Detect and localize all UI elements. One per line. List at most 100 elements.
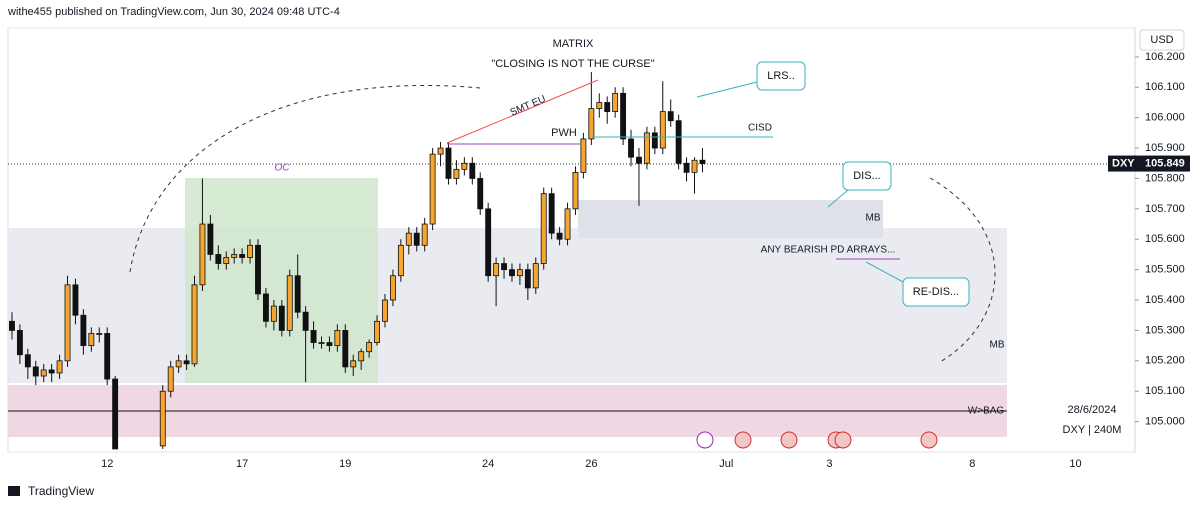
candle-body [382, 299, 388, 322]
candle-body [453, 168, 460, 179]
candle-body [183, 360, 190, 365]
x-tick-label: 10 [1069, 458, 1081, 470]
candle-body [64, 284, 71, 362]
currency-box[interactable] [1139, 29, 1185, 51]
candle-body [651, 132, 658, 149]
event-icon [780, 431, 798, 449]
candle-body [540, 193, 547, 264]
x-tick-label: 19 [339, 458, 351, 470]
footer-symbol: DXY | 240M [1063, 424, 1122, 436]
callout [902, 277, 970, 307]
candle-body [88, 333, 95, 347]
y-tick-label: 105.000 [1145, 416, 1185, 428]
drawings [129, 61, 996, 363]
callout [842, 161, 892, 191]
candle-body [310, 330, 317, 343]
candle-body [612, 92, 619, 112]
candle-body [56, 360, 63, 374]
candle-body [318, 342, 325, 344]
y-tick-label: 105.600 [1145, 233, 1185, 245]
candle-body [255, 244, 261, 295]
y-tick-label: 105.800 [1145, 172, 1185, 184]
candle-body [477, 178, 484, 210]
candle-body [659, 111, 666, 149]
candle-body [532, 263, 539, 289]
candle-body [302, 311, 309, 331]
annotation: W>BAG [968, 406, 1005, 417]
event-icon [734, 431, 752, 449]
candle-body [40, 369, 47, 377]
candle-body [413, 232, 420, 246]
x-tick-label: 3 [826, 458, 832, 470]
candle-body [667, 111, 674, 122]
candle-body [501, 263, 507, 271]
event-icon [834, 431, 852, 449]
x-tick-label: 12 [101, 458, 113, 470]
candle-body [334, 330, 341, 347]
candle-body [374, 320, 380, 343]
candle-body [628, 138, 634, 158]
annotation: RE-DIS... [913, 286, 959, 298]
candle-body [683, 162, 690, 173]
candle-body [524, 269, 531, 289]
y-tick-label: 106.000 [1145, 112, 1185, 124]
candle-body [636, 156, 642, 164]
candle-body [278, 305, 285, 331]
x-tick-label: 26 [585, 458, 597, 470]
candle-body [263, 293, 269, 322]
x-tick-label: 8 [969, 458, 975, 470]
arrow-path [929, 177, 996, 363]
candle-body [445, 147, 452, 179]
candle-body [556, 232, 563, 240]
candle-body [48, 369, 55, 374]
candle-body [167, 366, 174, 392]
y-tick-label: 105.200 [1145, 355, 1185, 367]
logo-mark [8, 486, 20, 496]
candle-body [596, 102, 603, 109]
candle-body [493, 263, 500, 277]
candle-body [199, 223, 206, 286]
chart-subtitle: "CLOSING IS NOT THE CURSE" [491, 58, 654, 70]
zone-mb [8, 228, 1007, 383]
zone-oc [185, 178, 378, 383]
candle-body [437, 147, 444, 155]
candle-body [469, 162, 476, 179]
event-icon [696, 431, 714, 449]
candle-body [461, 162, 468, 170]
candle-body [270, 305, 277, 322]
candle-body [485, 208, 492, 277]
callout-pointer [827, 189, 849, 208]
candle-body [699, 159, 706, 164]
candle-body [358, 351, 365, 362]
candle-body [231, 254, 238, 258]
candle-body [509, 269, 515, 277]
y-tick-label: 105.100 [1145, 385, 1185, 397]
candle-body [247, 244, 254, 258]
y-tick-label: 105.500 [1145, 264, 1185, 276]
y-tick-label: 105.900 [1145, 142, 1185, 154]
candles [9, 72, 706, 450]
candle-body [32, 366, 39, 377]
annotation: LRS.. [767, 70, 795, 82]
candle-body [326, 342, 333, 347]
candle-body [397, 244, 404, 277]
annotation: DIS... [853, 170, 881, 182]
candle-body [604, 102, 611, 112]
x-tick-label: 24 [482, 458, 494, 470]
candle-body [104, 333, 111, 380]
candle-body [96, 333, 103, 335]
zones [8, 163, 1135, 437]
candle-body [207, 223, 214, 255]
header: withe455 published on TradingView.com, J… [7, 6, 340, 18]
candle-body [580, 138, 587, 173]
candle-body [215, 254, 222, 264]
candle-body [572, 171, 579, 210]
chart-title: MATRIX [553, 38, 594, 50]
y-tick-label: 106.200 [1145, 51, 1185, 63]
callout-pointer [865, 261, 906, 284]
footer-date: 28/6/2024 [1068, 404, 1117, 416]
y-tick-label: 105.400 [1145, 294, 1185, 306]
candle-body [16, 330, 23, 356]
candle-body [24, 354, 31, 368]
